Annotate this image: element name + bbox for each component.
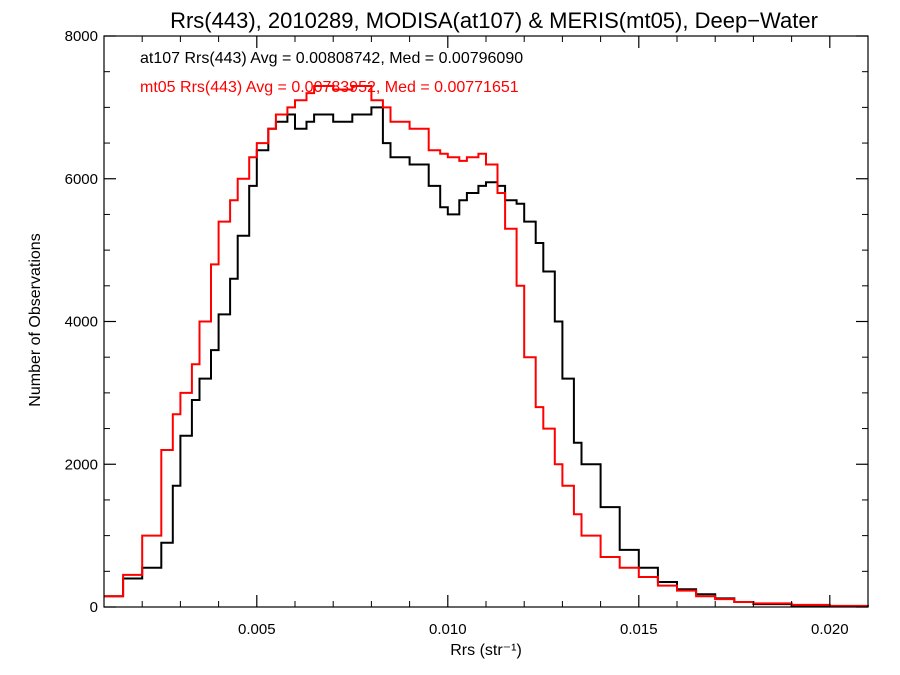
y-tick-label: 8000 — [65, 28, 98, 45]
y-axis-label: Number of Observations — [27, 233, 44, 406]
x-tick-label: 0.005 — [238, 621, 276, 638]
y-tick-label: 4000 — [65, 314, 98, 331]
series-mt05-line — [104, 85, 869, 607]
x-tick-label: 0.015 — [620, 621, 658, 638]
annotation-at107-stats: at107 Rrs(443) Avg = 0.00808742, Med = 0… — [140, 50, 523, 67]
annotation-mt05-stats: mt05 Rrs(443) Avg = 0.00783952, Med = 0.… — [140, 79, 519, 96]
chart-title: Rrs(443), 2010289, MODISA(at107) & MERIS… — [170, 8, 818, 33]
ticks-layer: 0.005 0.010 0.015 0.020 0 2000 4000 6000 8000 — [65, 28, 868, 638]
x-tick-label: 0.020 — [811, 621, 849, 638]
y-tick-label: 0 — [90, 599, 98, 616]
series-layer — [104, 85, 869, 608]
y-tick-label: 6000 — [65, 171, 98, 188]
x-axis-label: Rrs (str⁻¹) — [450, 642, 522, 659]
x-tick-label: 0.010 — [429, 621, 467, 638]
y-tick-label: 2000 — [65, 456, 98, 473]
